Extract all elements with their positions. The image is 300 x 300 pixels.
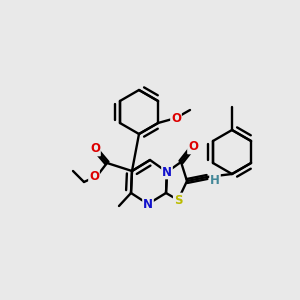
Text: O: O xyxy=(188,140,198,154)
Text: O: O xyxy=(171,112,181,124)
Text: O: O xyxy=(89,169,99,182)
Text: S: S xyxy=(174,194,182,206)
Text: N: N xyxy=(162,166,172,178)
Text: H: H xyxy=(210,173,220,187)
Text: O: O xyxy=(90,142,100,155)
Text: N: N xyxy=(143,197,153,211)
